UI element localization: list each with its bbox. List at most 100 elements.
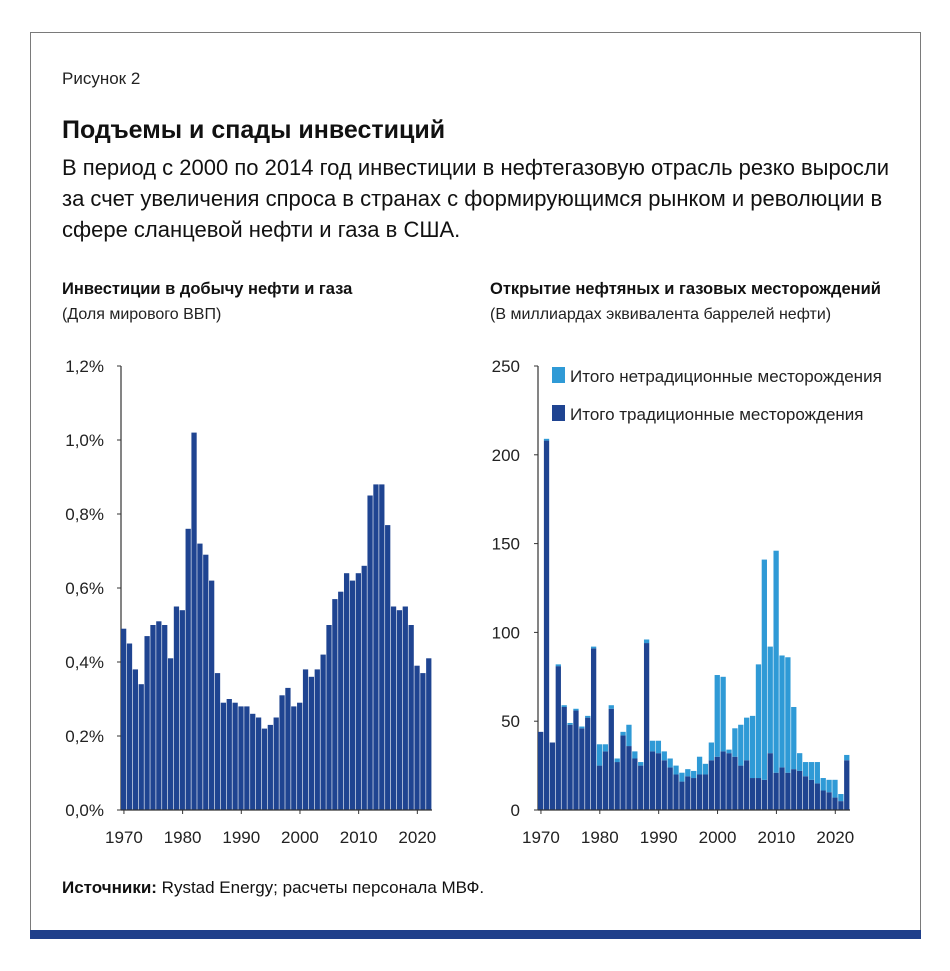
right-bar-unconventional (661, 751, 667, 761)
right-bar-conventional (661, 760, 667, 810)
right-bar-conventional (632, 758, 638, 810)
right-bar-conventional (602, 751, 609, 810)
left-bar (244, 706, 250, 810)
left-bar (314, 669, 320, 810)
left-y-tick-label: 1,0% (65, 431, 104, 450)
left-bar (179, 610, 185, 810)
left-bar (414, 665, 420, 810)
left-bar (238, 706, 244, 810)
right-chart-subtitle: (В миллиардах эквивалента баррелей нефти… (490, 306, 832, 323)
right-bar-conventional (702, 774, 709, 810)
right-bar-unconventional (632, 751, 638, 759)
right-bar-conventional (755, 778, 762, 810)
left-bar (279, 695, 285, 810)
right-bar-conventional (543, 440, 550, 810)
right-bar-unconventional (797, 753, 803, 771)
left-chart-title: Инвестиции в добычу нефти и газа (62, 280, 353, 298)
left-y-tick-label: 0,2% (65, 727, 104, 746)
right-bar-unconventional (590, 646, 597, 649)
left-bar (320, 654, 326, 810)
right-bar-unconventional (696, 756, 703, 775)
left-bar (297, 702, 303, 810)
left-bar (326, 625, 332, 810)
right-bar-unconventional (726, 749, 732, 754)
left-bar (121, 628, 127, 810)
right-chart-title: Открытие нефтяных и газовых месторождени… (490, 280, 881, 298)
left-bar (390, 606, 397, 810)
left-bar (250, 713, 256, 810)
right-bar-conventional (714, 756, 720, 810)
right-x-tick-label: 2000 (699, 828, 737, 847)
left-bar (126, 643, 133, 810)
left-bar (232, 702, 238, 810)
right-bar-unconventional (761, 559, 767, 780)
left-bar (144, 636, 150, 810)
right-bar-conventional (832, 797, 838, 810)
bottom-rule (30, 930, 921, 939)
right-bar-conventional (808, 779, 815, 810)
right-bar-conventional (685, 776, 691, 810)
right-bar-conventional (696, 774, 703, 810)
right-bar-conventional (538, 731, 544, 810)
right-bar-unconventional (638, 762, 644, 766)
right-bar-unconventional (844, 754, 850, 761)
left-bar (209, 580, 215, 810)
right-bar-conventional (708, 760, 715, 810)
right-bar-conventional (555, 666, 561, 810)
left-bar (349, 580, 356, 810)
left-bar (426, 658, 432, 810)
right-bar-unconventional (732, 728, 738, 757)
right-bar-unconventional (620, 731, 626, 736)
right-bar-unconventional (596, 744, 603, 766)
right-bar-unconventional (691, 770, 697, 779)
left-y-tick-label: 0,4% (65, 653, 104, 672)
right-bar-conventional (679, 781, 685, 810)
right-bar-unconventional (755, 664, 762, 779)
right-bar-unconventional (579, 726, 585, 729)
right-y-tick-label: 200 (492, 446, 520, 465)
left-bar (162, 625, 168, 810)
right-bar-conventional (590, 648, 597, 810)
left-bar (402, 606, 408, 810)
left-bar (185, 528, 191, 810)
legend-swatch-unconventional (552, 367, 565, 383)
right-bar-unconventional (608, 705, 614, 709)
right-bar-conventional (608, 708, 614, 810)
right-bar-conventional (838, 801, 844, 810)
left-bar (385, 525, 391, 810)
right-bar-unconventional (667, 758, 673, 768)
right-bar-conventional (820, 790, 826, 810)
right-bar-conventional (620, 735, 626, 810)
left-bar (220, 702, 227, 810)
right-y-tick-label: 250 (492, 357, 520, 376)
legend-label-unconventional: Итого нетрадиционные месторождения (570, 367, 882, 386)
source-note: Источники: Rystad Energy; расчеты персон… (62, 878, 484, 898)
right-bar-conventional (573, 710, 579, 810)
left-x-tick-label: 1980 (164, 828, 202, 847)
right-bar-unconventional (773, 550, 779, 773)
left-bar (267, 724, 273, 810)
right-bar-unconventional (649, 740, 656, 752)
right-bar-conventional (773, 772, 779, 810)
left-bar (361, 565, 367, 810)
legend-label-conventional: Итого традиционные месторождения (570, 405, 864, 424)
left-bar (396, 610, 403, 810)
left-bar (343, 573, 350, 810)
right-bar-conventional (561, 706, 567, 810)
left-bar (379, 484, 385, 810)
source-text: Rystad Energy; расчеты персонала МВФ. (156, 878, 485, 897)
left-bar (173, 606, 180, 810)
right-bar-unconventional (626, 724, 632, 747)
left-bar (408, 625, 414, 810)
right-bar-unconventional (573, 708, 579, 711)
left-bar (138, 684, 144, 810)
right-bar-unconventional (820, 778, 826, 791)
right-bar-conventional (626, 746, 632, 810)
right-bar-conventional (596, 765, 603, 810)
right-bar-unconventional (673, 765, 679, 775)
right-y-tick-label: 0 (511, 801, 520, 820)
left-bar (338, 591, 344, 810)
left-bar (226, 699, 232, 810)
right-bar-conventional (802, 776, 809, 810)
page-title: Подъемы и спады инвестиций (62, 116, 446, 144)
